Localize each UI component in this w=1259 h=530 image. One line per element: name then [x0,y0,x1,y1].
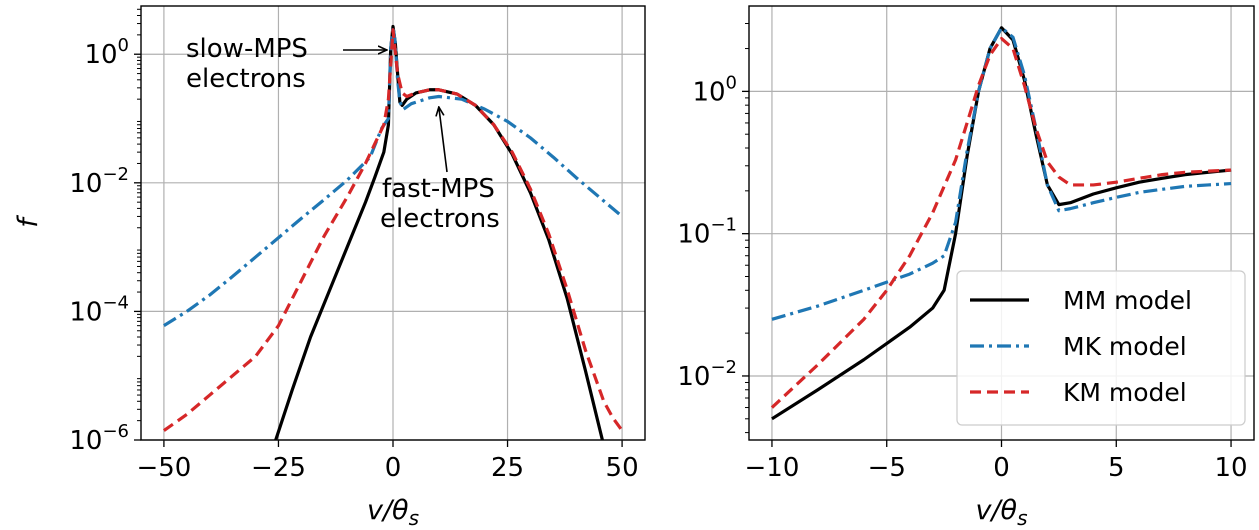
axes-frame [748,5,1255,441]
x-tick-label: 5 [1108,453,1125,483]
legend-label: MM model [1063,286,1192,315]
panel-right: −10 −5 0 5 10 100 10−1 10−2 v/θs MM model MK model… [677,5,1255,530]
series-group [770,26,1232,421]
series-line-km-model [770,36,1232,409]
legend-box [956,270,1246,426]
annotation-slow-mps: slow-MPS electrons [186,34,308,94]
x-tick-label: 10 [1214,453,1247,483]
legend: MM model MK model KM model [956,270,1246,426]
y-tick-label: 10−6 [69,421,129,456]
x-tick-label: −25 [251,453,306,483]
x-tick-label: −10 [745,453,800,483]
x-axis-label: v/θs [367,495,419,526]
series-line-mk-model [163,24,624,328]
annotation-fast-mps: fast-MPS electrons [380,174,500,234]
y-axis-label: f [13,215,44,228]
x-tick-label: −50 [136,453,191,483]
y-tick-label: 10−2 [69,164,129,199]
axes-frame [140,5,646,441]
annotation-arrow [439,107,448,173]
x-tick-label: 0 [993,453,1010,483]
series-group [162,24,624,440]
y-tick-label: 100 [84,35,129,70]
y-tick-label: 10−4 [69,292,129,327]
y-tick-label: 10−1 [677,215,737,250]
series-line-mk-model [771,26,1232,321]
x-tick-label: 0 [385,453,402,483]
y-tick-label: 100 [692,72,737,107]
x-tick-label: 25 [491,453,524,483]
legend-label: KM model [1063,378,1187,407]
series-line-km-model [162,28,624,432]
x-tick-label: 50 [606,453,639,483]
legend-label: MK model [1063,332,1187,361]
y-tick-label: 10−2 [677,357,737,392]
x-axis-label: v/θs [975,495,1027,526]
x-tick-label: −5 [868,453,906,483]
panel-left: −50 −25 0 25 50 100 10−2 10−4 10−6 v/θs f slow-MPS e… [13,5,646,530]
series-line-mm-model [771,26,1232,421]
